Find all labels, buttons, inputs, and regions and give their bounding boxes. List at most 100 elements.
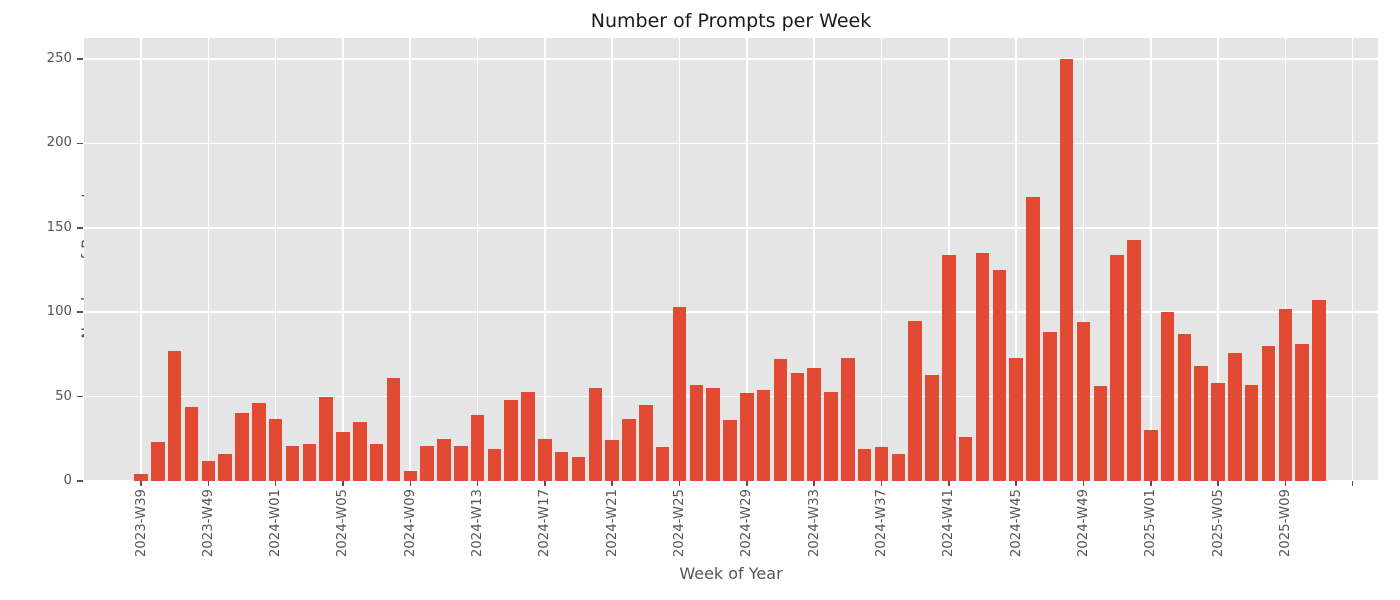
bar-58 [1110,254,1124,481]
bar-2 [167,351,182,481]
y-tick-mark [77,58,83,60]
bar-30 [639,405,653,481]
plot-area [84,38,1378,482]
bar-56 [1076,322,1091,481]
x-gridline [1284,38,1287,481]
y-tick-mark [77,480,83,482]
y-gridline [84,480,1378,482]
y-gridline [84,227,1378,229]
x-tick-label: 2024-W25 [672,489,688,558]
bar-0 [134,474,148,481]
x-gridline [880,38,883,481]
x-gridline [1351,38,1354,481]
bar-51 [992,270,1007,481]
x-tick-label: 2024-W05 [335,489,351,558]
x-tick-mark [409,481,412,486]
bar-36 [740,393,754,481]
bar-38 [773,359,788,481]
x-tick-mark [544,481,546,486]
x-gridline [1015,38,1017,481]
x-tick-label: 2024-W49 [1075,489,1091,558]
bar-57 [1093,386,1107,481]
bar-65 [1228,352,1242,481]
x-tick-mark [1351,481,1354,486]
x-tick-label: 2025-W09 [1277,489,1293,558]
bar-37 [756,389,771,481]
bar-32 [672,307,687,481]
bar-17 [420,445,434,481]
x-gridline [342,38,344,481]
bar-60 [1144,430,1158,481]
x-tick-mark [880,481,883,486]
bar-33 [689,384,704,481]
y-tick-mark [77,395,83,398]
bar-63 [1194,366,1208,481]
chart-title: Number of Prompts per Week [590,10,872,32]
x-tick-label: 2024-W01 [268,489,284,558]
bar-26 [571,457,586,481]
x-tick-label: 2023-W49 [200,489,216,558]
bar-66 [1244,384,1259,481]
bar-28 [605,440,619,481]
bar-18 [437,438,451,481]
bar-4 [201,460,216,481]
bar-43 [857,448,872,481]
bar-6 [235,413,249,481]
bar-14 [369,443,384,481]
x-tick-mark [1015,481,1017,486]
x-tick-label: 2024-W41 [941,489,957,558]
bar-20 [470,415,485,481]
x-tick-mark [476,481,479,486]
x-tick-mark [611,481,613,486]
bar-52 [1009,357,1023,481]
x-tick-mark [813,481,815,486]
bar-10 [302,443,317,481]
bar-34 [706,388,720,481]
bar-55 [1059,59,1074,481]
y-gridline [84,58,1378,60]
y-tick-label: 250 [46,51,72,67]
x-tick-mark [678,481,681,486]
bar-3 [184,406,199,481]
bar-8 [268,418,283,481]
x-gridline [140,38,142,481]
x-tick-label: 2025-W05 [1210,489,1226,558]
y-tick-label: 0 [63,473,72,488]
x-tick-mark [342,481,344,486]
bar-70 [1312,300,1326,481]
bar-45 [891,453,906,481]
bar-50 [975,253,990,481]
x-tick-mark [207,481,210,486]
y-tick-label: 200 [46,135,72,151]
bar-62 [1177,334,1192,481]
x-tick-mark [1150,481,1152,486]
bar-19 [454,445,468,481]
bar-1 [151,442,165,481]
bar-35 [723,420,737,481]
x-gridline [409,38,412,481]
x-tick-label: 2024-W29 [739,489,755,558]
bar-54 [1043,332,1057,481]
bar-61 [1160,312,1175,481]
bar-39 [790,372,805,481]
x-tick-label: 2023-W39 [133,489,149,558]
x-gridline [1217,38,1219,481]
y-tick-mark [77,311,83,313]
x-gridline [1149,38,1152,481]
x-gridline [274,38,277,481]
x-tick-label: 2024-W45 [1008,489,1024,558]
bar-41 [824,391,838,481]
bar-64 [1211,383,1225,481]
x-tick-label: 2025-W01 [1143,489,1159,558]
bar-16 [403,470,418,481]
x-axis-label: Week of Year [679,564,783,583]
x-gridline [678,38,681,481]
x-gridline [207,38,210,481]
bar-59 [1127,239,1141,481]
bar-44 [874,447,889,481]
bar-49 [958,437,973,481]
x-tick-label: 2024-W33 [806,489,822,558]
bar-42 [841,357,855,481]
bar-68 [1278,308,1293,481]
